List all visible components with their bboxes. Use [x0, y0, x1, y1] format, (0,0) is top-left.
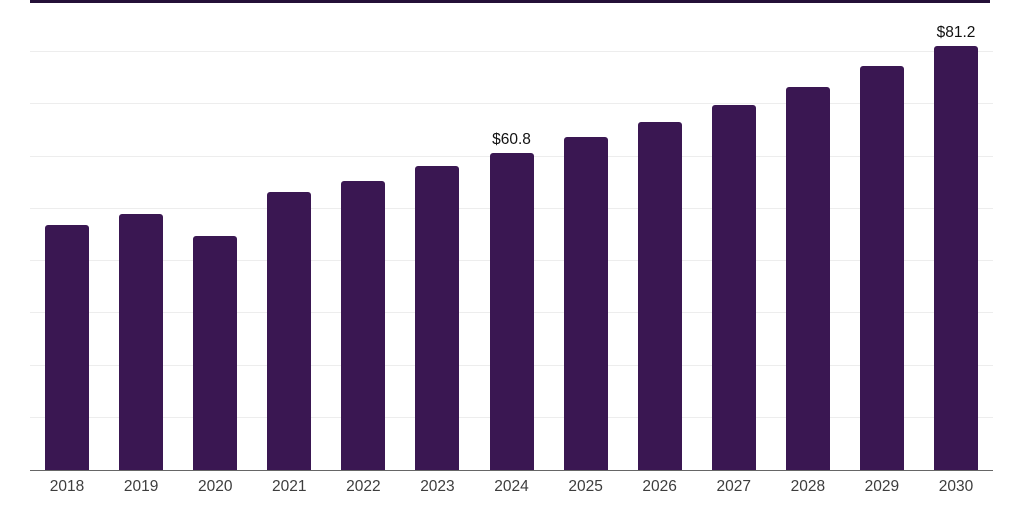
bar-group-2027 — [697, 0, 771, 470]
x-tick-label-2030: 2030 — [938, 478, 974, 495]
x-tick-label-2027: 2027 — [716, 478, 751, 495]
x-tick-label-2023: 2023 — [420, 478, 455, 495]
bar-2023 — [415, 166, 460, 470]
x-tick-label-2024: 2024 — [494, 478, 529, 495]
bar-group-2020 — [178, 0, 252, 470]
bar-group-2023 — [400, 0, 474, 470]
bar-group-2030: $81.2 — [919, 0, 993, 470]
bar-2019 — [119, 214, 164, 470]
x-tick-label-2021: 2021 — [272, 478, 307, 495]
bar-2027 — [711, 104, 756, 470]
bar-group-2024: $60.8 — [474, 0, 548, 470]
bar-group-2025 — [549, 0, 623, 470]
bar-group-2028 — [771, 0, 845, 470]
bar-group-2022 — [326, 0, 400, 470]
bar-2021 — [267, 191, 312, 470]
bar-2030 — [933, 45, 978, 470]
x-tick-label-2018: 2018 — [49, 478, 85, 495]
bar-2029 — [859, 65, 904, 470]
x-tick-label-2022: 2022 — [346, 478, 381, 495]
bar-2028 — [785, 86, 830, 470]
bar-group-2026 — [623, 0, 697, 470]
gridline — [30, 51, 993, 53]
bar-2018 — [45, 224, 90, 470]
bar-2026 — [637, 122, 682, 470]
x-tick-label-2019: 2019 — [123, 478, 159, 495]
x-tick-label-2020: 2020 — [197, 478, 233, 495]
bar-value-label-2024: $60.8 — [492, 130, 531, 148]
top-rule-line — [30, 0, 990, 3]
bar-2024 — [489, 152, 534, 470]
plot-area: $60.8 $81.2 — [30, 0, 993, 471]
x-axis: 2018 2019 2020 2021 2022 2023 2024 2025 2026 2027… — [30, 477, 993, 496]
x-tick-label-2028: 2028 — [790, 478, 826, 495]
bar-2022 — [341, 180, 386, 470]
bar-group-2018 — [30, 0, 104, 470]
bar-group-2019 — [104, 0, 178, 470]
bar-2020 — [193, 236, 238, 470]
bar-value-label-2030: $81.2 — [936, 23, 976, 41]
bar-2025 — [563, 136, 608, 470]
x-tick-label-2025: 2025 — [568, 478, 603, 495]
bars-layer: $60.8 $81.2 — [30, 0, 993, 470]
x-tick-label-2029: 2029 — [864, 478, 900, 495]
x-tick-label-2026: 2026 — [642, 478, 677, 495]
gridline — [30, 103, 993, 105]
bar-group-2029 — [845, 0, 919, 470]
bar-group-2021 — [252, 0, 326, 470]
